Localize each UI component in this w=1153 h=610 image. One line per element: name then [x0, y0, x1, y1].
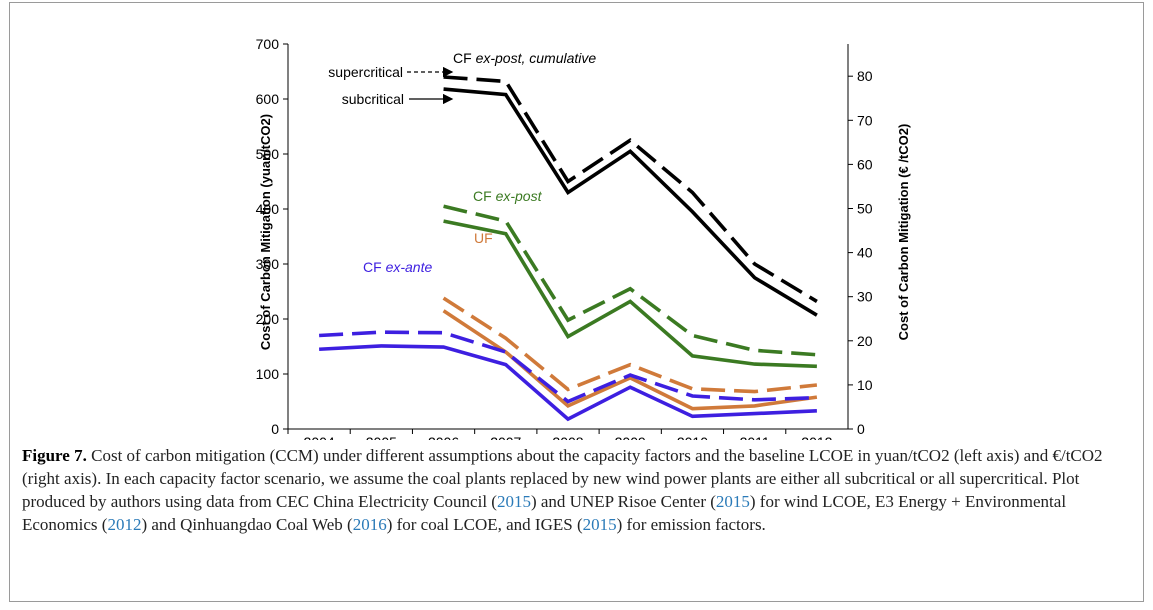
caption-text: ) for emission factors.	[616, 515, 766, 534]
y2-tick-label: 10	[857, 377, 873, 393]
y2-tick-label: 0	[857, 421, 865, 437]
caption-link[interactable]: 2012	[107, 515, 142, 534]
y2-tick-label: 70	[857, 112, 873, 128]
line-series	[443, 75, 818, 303]
x-tick-label: 2011	[740, 434, 770, 440]
y2-tick-label: 40	[857, 245, 873, 261]
y-tick-label: 200	[256, 311, 280, 327]
annotation-part: CF	[363, 259, 382, 275]
annotation-part: CF	[453, 50, 472, 66]
y2-tick-label: 20	[857, 333, 873, 349]
x-tick-label: 2006	[428, 434, 459, 440]
caption-label: Figure 7.	[22, 446, 87, 465]
x-tick-label: 2012	[801, 434, 832, 440]
y-tick-label: 700	[256, 36, 280, 52]
line-series	[443, 219, 817, 369]
line-series	[443, 87, 818, 317]
annotation-part: ex-post, cumulative	[476, 50, 597, 66]
y2-tick-label: 80	[857, 68, 873, 84]
y-axis-label: Cost of Carbon Mitigation (yuan/tCO2)	[258, 114, 273, 350]
annotation: UF	[474, 230, 493, 246]
caption-text: Cost of carbon mitigation (CCM) under di…	[22, 446, 1103, 511]
x-tick-label: 2009	[615, 434, 646, 440]
y-tick-label: 600	[256, 91, 280, 107]
y2-tick-label: 50	[857, 200, 873, 216]
x-tick-label: 2007	[490, 434, 521, 440]
annotation: CF ex-post	[473, 188, 543, 204]
caption-text: ) and UNEP Risoe Center (	[530, 492, 716, 511]
annotation: CF ex-ante	[363, 259, 432, 275]
x-tick-label: 2010	[677, 434, 708, 440]
caption-text: ) for wind LCOE, E3 Energy + Environment…	[22, 492, 1067, 534]
x-tick-label: 2004	[304, 434, 335, 440]
y2-tick-label: 30	[857, 289, 873, 305]
line-series	[443, 204, 818, 357]
y-tick-label: 100	[256, 366, 280, 382]
caption-link[interactable]: 2016	[352, 515, 387, 534]
y-tick-label: 500	[256, 146, 280, 162]
y-tick-label: 400	[256, 201, 280, 217]
figure-frame	[9, 2, 1144, 602]
line-series	[319, 344, 817, 422]
line-series	[442, 296, 818, 394]
line-series	[319, 330, 817, 404]
chart: Cost of Carbon Mitigation (yuan/tCO2) Co…	[256, 36, 911, 440]
annotation: subcritical	[342, 91, 404, 107]
x-tick-label: 2005	[366, 434, 397, 440]
y-tick-label: 0	[271, 421, 279, 437]
caption-text: ) for coal LCOE, and IGES (	[386, 515, 583, 534]
annotation-part: CF	[473, 188, 492, 204]
y2-tick-label: 60	[857, 156, 873, 172]
caption-text: ) and Qinhuangdao Coal Web (	[141, 515, 353, 534]
x-tick-label: 2008	[552, 434, 583, 440]
y-tick-label: 300	[256, 256, 280, 272]
caption-link[interactable]: 2015	[715, 492, 750, 511]
line-series	[442, 309, 818, 411]
y2-axis-label: Cost of Carbon Mitigation (€ /tCO2)	[896, 124, 911, 341]
annotation: supercritical	[328, 64, 403, 80]
caption-link[interactable]: 2015	[496, 492, 531, 511]
annotation: CF ex-post, cumulative	[453, 50, 596, 66]
annotation-part: ex-post	[496, 188, 543, 204]
caption: Figure 7. Cost of carbon mitigation (CCM…	[22, 444, 1132, 536]
annotation-part: ex-ante	[386, 259, 433, 275]
caption-link[interactable]: 2015	[582, 515, 617, 534]
